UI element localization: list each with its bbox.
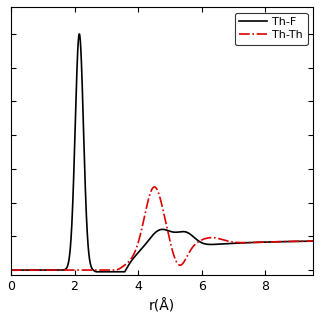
Th-F bbox=[308, 239, 312, 243]
Th-Th bbox=[62, 268, 66, 272]
Th-Th bbox=[126, 260, 130, 264]
Th-F bbox=[126, 264, 130, 268]
Line: Th-F: Th-F bbox=[11, 34, 316, 272]
Th-F bbox=[44, 268, 48, 272]
Th-F bbox=[9, 268, 13, 272]
Th-F bbox=[77, 32, 81, 36]
Th-Th bbox=[152, 185, 156, 189]
Th-Th bbox=[44, 268, 48, 272]
Th-F bbox=[276, 240, 279, 244]
Th-F bbox=[62, 268, 66, 272]
Line: Th-Th: Th-Th bbox=[11, 187, 316, 270]
Th-F bbox=[94, 270, 98, 274]
Th-F bbox=[314, 239, 318, 243]
Th-Th bbox=[9, 268, 13, 272]
Th-Th bbox=[308, 239, 312, 243]
Th-F bbox=[140, 247, 143, 251]
X-axis label: r(Å): r(Å) bbox=[149, 299, 175, 313]
Th-Th bbox=[139, 229, 143, 233]
Legend: Th-F, Th-Th: Th-F, Th-Th bbox=[235, 12, 308, 45]
Th-Th bbox=[276, 240, 279, 244]
Th-Th bbox=[314, 239, 318, 243]
